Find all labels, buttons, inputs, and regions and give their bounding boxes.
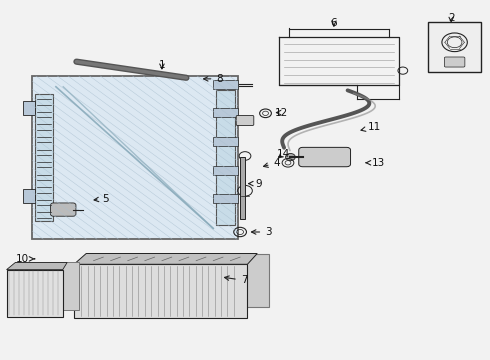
FancyBboxPatch shape [428,22,481,72]
FancyBboxPatch shape [23,189,35,203]
FancyBboxPatch shape [15,262,79,310]
Text: 12: 12 [275,108,288,118]
Text: 2: 2 [448,13,455,23]
Text: 11: 11 [361,122,381,132]
FancyBboxPatch shape [236,116,254,126]
FancyBboxPatch shape [213,108,238,117]
Polygon shape [6,262,67,270]
FancyBboxPatch shape [299,147,350,167]
Text: 7: 7 [224,275,247,285]
FancyBboxPatch shape [6,270,63,317]
FancyBboxPatch shape [213,137,238,146]
FancyBboxPatch shape [213,166,238,175]
FancyBboxPatch shape [50,203,76,216]
Circle shape [286,153,295,161]
FancyBboxPatch shape [213,80,238,89]
Polygon shape [74,253,257,264]
FancyBboxPatch shape [213,194,238,203]
Text: 6: 6 [331,18,337,28]
Text: 5: 5 [94,194,109,204]
FancyBboxPatch shape [35,94,53,221]
Text: 3: 3 [251,227,272,237]
FancyBboxPatch shape [444,57,465,67]
Text: 10: 10 [16,254,35,264]
FancyBboxPatch shape [74,264,247,318]
Text: 9: 9 [249,179,262,189]
Text: 1: 1 [159,60,165,70]
Text: 4: 4 [264,158,280,168]
FancyBboxPatch shape [86,253,270,307]
Text: 8: 8 [203,74,223,84]
Text: 13: 13 [366,158,385,168]
FancyBboxPatch shape [240,157,245,220]
FancyBboxPatch shape [23,101,35,116]
FancyBboxPatch shape [216,90,235,225]
Text: 14: 14 [276,149,290,159]
FancyBboxPatch shape [32,76,238,239]
